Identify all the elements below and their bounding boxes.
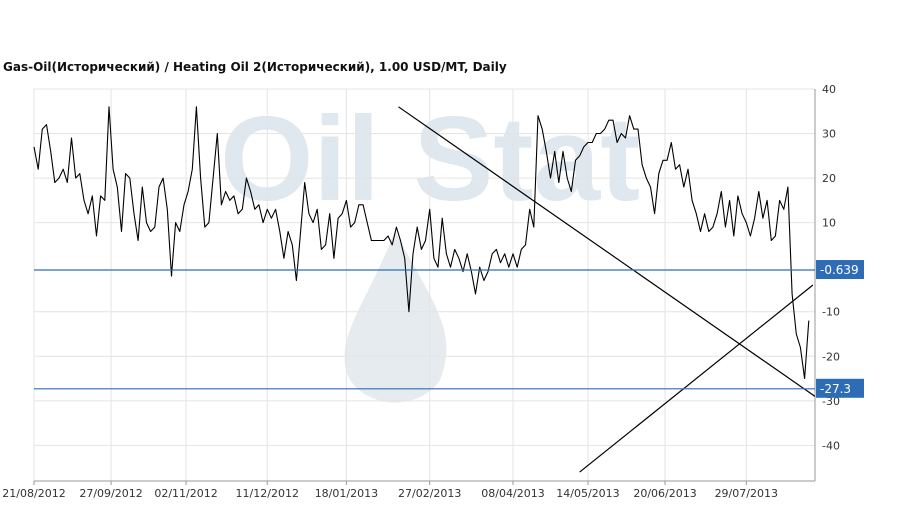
y-tick-label: 10 bbox=[822, 217, 836, 230]
x-tick-label: 27/02/2013 bbox=[398, 487, 461, 500]
x-tick-label: 18/01/2013 bbox=[315, 487, 378, 500]
chart-title: Gas-Oil(Исторический) / Heating Oil 2(Ис… bbox=[3, 60, 507, 74]
trendline-layer[interactable] bbox=[398, 106, 816, 473]
x-tick-label: 20/06/2013 bbox=[633, 487, 696, 500]
y-axis: 40 30 20 10 -10 -20 -30 -40 bbox=[814, 83, 840, 481]
horizontal-lines-layer[interactable]: -0.639 -27.3 bbox=[34, 260, 864, 398]
y-tick-label: 40 bbox=[822, 83, 836, 96]
horizontal-line-label: -27.3 bbox=[820, 382, 851, 396]
y-tick-label: 30 bbox=[822, 128, 836, 141]
x-tick-label: 14/05/2013 bbox=[556, 487, 619, 500]
y-tick-label: 20 bbox=[822, 172, 836, 185]
x-tick-label: 21/08/2012 bbox=[2, 487, 65, 500]
x-tick-label: 02/11/2012 bbox=[154, 487, 217, 500]
y-tick-label: -40 bbox=[822, 439, 840, 452]
y-tick-label: -30 bbox=[822, 395, 840, 408]
horizontal-line-label-bg bbox=[816, 260, 864, 280]
trendline[interactable] bbox=[398, 106, 816, 397]
y-tick-label: -20 bbox=[822, 350, 840, 363]
x-tick-label: 27/09/2012 bbox=[79, 487, 142, 500]
x-tick-label: 29/07/2013 bbox=[715, 487, 778, 500]
grid bbox=[33, 88, 815, 481]
x-axis: 21/08/2012 27/09/2012 02/11/2012 11/12/2012… bbox=[2, 480, 815, 500]
y-tick-label: -10 bbox=[822, 306, 840, 319]
x-tick-label: 11/12/2012 bbox=[236, 487, 299, 500]
horizontal-line-label-bg bbox=[816, 378, 864, 398]
series-layer bbox=[33, 106, 810, 380]
horizontal-line-label: -0.639 bbox=[820, 263, 859, 277]
trendline[interactable] bbox=[579, 284, 814, 473]
oil-drop-icon bbox=[344, 230, 447, 403]
series-line[interactable] bbox=[33, 106, 810, 380]
x-tick-label: 08/04/2013 bbox=[481, 487, 544, 500]
